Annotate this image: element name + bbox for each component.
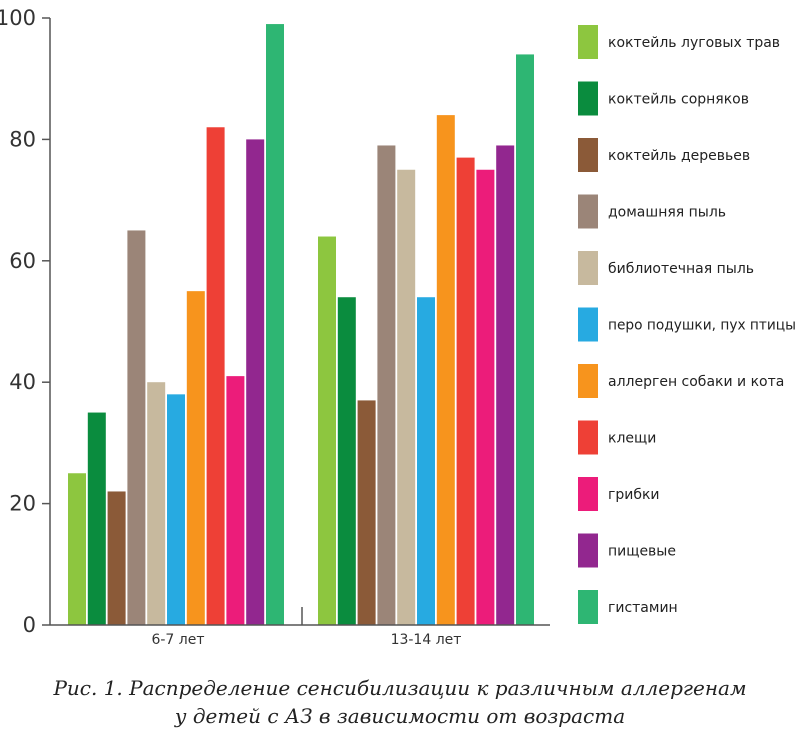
legend-label: коктейль сорняков (608, 92, 749, 108)
y-tick-label: 60 (9, 249, 36, 273)
legend-label: библиотечная пыль (608, 261, 754, 277)
bar-2-4 (377, 145, 396, 625)
legend-swatch (578, 364, 598, 398)
bar-1-8 (206, 127, 225, 625)
legend-swatch (578, 251, 598, 285)
bar-2-6 (417, 297, 435, 625)
legend-swatch (578, 307, 598, 342)
legend-swatch (578, 590, 598, 624)
legend-label: перо подушки, пух птицы (608, 318, 796, 334)
x-category-labels: 6-7 лет 13-14 лет (151, 632, 461, 648)
legend-label: аллерген собаки и кота (608, 374, 784, 390)
legend-swatch (578, 420, 598, 455)
x-category-label: 13-14 лет (391, 632, 462, 648)
bar-1-6 (167, 394, 185, 625)
bar-1-10 (246, 139, 265, 625)
legend-label: пищевые (608, 544, 676, 560)
bar-1-11 (266, 24, 284, 625)
bar-2-11 (516, 54, 534, 626)
legend-swatch (578, 25, 598, 59)
bar-2-1 (318, 236, 336, 625)
bar-2-8 (456, 157, 475, 626)
bar-2-3 (357, 400, 376, 625)
y-ticks: 0 20 40 60 80 100 (0, 6, 50, 637)
x-category-label: 6-7 лет (151, 632, 204, 648)
bar-2-7 (436, 115, 455, 626)
y-tick-label: 0 (23, 613, 36, 637)
bar-1-4 (127, 230, 146, 625)
y-tick-label: 40 (9, 370, 36, 394)
bar-2-5 (397, 169, 416, 625)
legend-swatch (578, 138, 598, 172)
legend-label: коктейль деревьев (608, 148, 750, 164)
bar-1-2 (87, 412, 106, 625)
legend-swatch (578, 477, 598, 511)
legend-label: домашняя пыль (608, 205, 726, 221)
bar-2-2 (337, 297, 356, 625)
legend-label: гистамин (608, 600, 678, 616)
y-tick-label: 20 (9, 492, 36, 516)
y-tick-label: 80 (9, 127, 36, 151)
axes (49, 18, 550, 626)
bar-1-9 (226, 376, 245, 625)
figure-caption-line-2: у детей с АЗ в зависимости от возраста (174, 704, 626, 728)
bar-1-3 (107, 491, 126, 625)
bars (68, 24, 534, 626)
bar-2-9 (476, 169, 495, 625)
figure-caption-line-1: Рис. 1. Распределение сенсибилизации к р… (53, 676, 747, 700)
legend-label: грибки (608, 487, 660, 503)
legend-label: коктейль луговых трав (608, 35, 780, 51)
y-tick-label: 100 (0, 6, 36, 30)
legend-label: клещи (608, 431, 656, 447)
bar-1-7 (186, 291, 205, 625)
bar-2-10 (496, 145, 515, 625)
legend: коктейль луговых трав коктейль сорняков ко… (578, 25, 796, 624)
legend-swatch (578, 533, 598, 568)
legend-swatch (578, 81, 598, 116)
bar-1-5 (147, 382, 166, 625)
bar-1-1 (68, 473, 86, 625)
bar-chart: 0 20 40 60 80 100 6-7 лет 13-14 лет коктейль л… (0, 6, 796, 648)
legend-swatch (578, 194, 598, 229)
